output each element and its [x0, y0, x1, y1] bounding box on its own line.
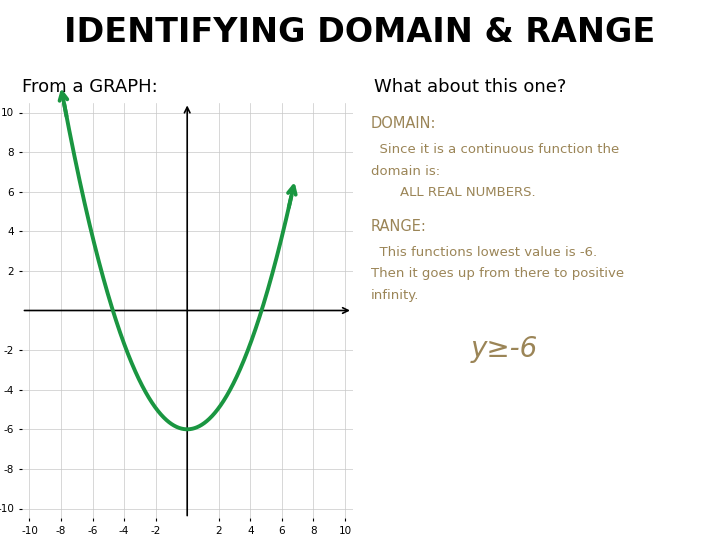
Text: Then it goes up from there to positive: Then it goes up from there to positive [371, 267, 624, 280]
Text: DOMAIN:: DOMAIN: [371, 116, 436, 131]
Text: ALL REAL NUMBERS.: ALL REAL NUMBERS. [400, 186, 535, 199]
Text: IDENTIFYING DOMAIN & RANGE: IDENTIFYING DOMAIN & RANGE [64, 16, 656, 49]
Text: RANGE:: RANGE: [371, 219, 427, 234]
Text: What about this one?: What about this one? [374, 78, 567, 96]
Text: This functions lowest value is -6.: This functions lowest value is -6. [371, 246, 597, 259]
Text: From a GRAPH:: From a GRAPH: [22, 78, 158, 96]
Text: domain is:: domain is: [371, 165, 440, 178]
Text: y≥-6: y≥-6 [470, 335, 538, 363]
Text: infinity.: infinity. [371, 289, 419, 302]
Text: Since it is a continuous function the: Since it is a continuous function the [371, 143, 619, 156]
